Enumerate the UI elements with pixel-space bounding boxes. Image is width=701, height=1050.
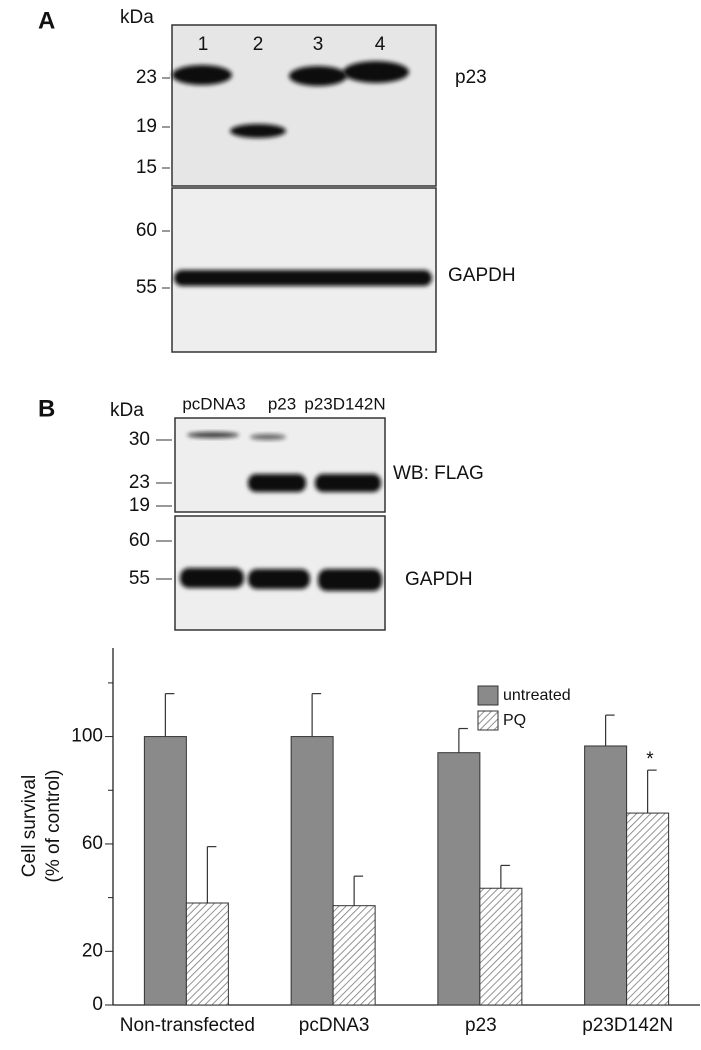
marker-label: 55 — [129, 568, 150, 589]
lane-label: 1 — [198, 34, 209, 55]
lane-label: 2 — [253, 34, 264, 55]
annotation: * — [646, 749, 654, 770]
band — [172, 65, 232, 85]
marker-label: 55 — [136, 277, 157, 298]
blot-target: GAPDH — [405, 569, 473, 590]
marker-label: 19 — [129, 495, 150, 516]
bar — [437, 752, 481, 1006]
unit-label: kDa — [120, 7, 154, 28]
marker-label: 19 — [136, 116, 157, 137]
band — [343, 61, 409, 83]
x-tick-label: p23D142N — [582, 1015, 673, 1036]
bar — [332, 905, 376, 1006]
marker-label: 30 — [129, 429, 150, 450]
band — [315, 474, 381, 492]
bar — [584, 745, 628, 1006]
marker-label: 60 — [129, 530, 150, 551]
blot — [171, 24, 437, 187]
error-bar — [164, 693, 175, 737]
band — [289, 66, 347, 86]
bar — [290, 736, 334, 1006]
lane-label: p23D142N — [304, 394, 385, 413]
bar — [479, 887, 523, 1006]
legend-label: PQ — [503, 712, 526, 729]
error-bar — [206, 846, 217, 903]
band — [174, 270, 432, 286]
x-tick-label: p23 — [465, 1015, 497, 1036]
blot — [174, 417, 386, 513]
band — [248, 474, 306, 492]
unit-label: kDa — [110, 400, 144, 421]
panel-label: A — [38, 7, 55, 34]
band — [180, 568, 244, 588]
bar — [185, 902, 229, 1006]
blot-target: GAPDH — [448, 265, 516, 286]
band — [230, 124, 286, 138]
bar — [626, 812, 670, 1006]
y-tick-label: 0 — [92, 994, 103, 1015]
band — [318, 569, 382, 591]
marker-label: 15 — [136, 157, 157, 178]
error-bar — [458, 727, 468, 753]
error-bar — [500, 864, 510, 889]
error-bar — [353, 875, 364, 906]
bar-chart: 0 20 60 100 Cell survival (% of control) Non-t… — [19, 648, 700, 1036]
error-bar — [647, 769, 657, 814]
error-bar — [605, 714, 615, 746]
band — [250, 434, 286, 440]
blot-target: p23 — [455, 67, 487, 88]
y-tick-label: 20 — [82, 940, 103, 961]
y-axis-label: (% of control) — [43, 770, 64, 883]
error-bar — [311, 693, 322, 737]
legend-label: untreated — [503, 687, 571, 704]
lane-label: 3 — [313, 34, 324, 55]
legend-swatch — [477, 685, 499, 706]
lane-label: p23 — [268, 394, 296, 413]
lane-label: 4 — [375, 34, 386, 55]
marker-label: 60 — [136, 220, 157, 241]
x-tick-label: pcDNA3 — [299, 1015, 370, 1036]
marker-label: 23 — [136, 67, 157, 88]
legend-swatch — [477, 710, 499, 731]
y-tick-label: 100 — [71, 726, 103, 747]
band — [248, 569, 310, 589]
bar — [143, 736, 187, 1006]
panel-label: B — [38, 395, 55, 422]
band — [187, 432, 239, 438]
y-tick-label: 60 — [82, 833, 103, 854]
marker-label: 23 — [129, 472, 150, 493]
x-tick-label: Non-transfected — [120, 1015, 255, 1036]
lane-label: pcDNA3 — [182, 394, 245, 413]
blot-target: WB: FLAG — [393, 463, 484, 484]
y-axis-label: Cell survival — [19, 775, 40, 877]
